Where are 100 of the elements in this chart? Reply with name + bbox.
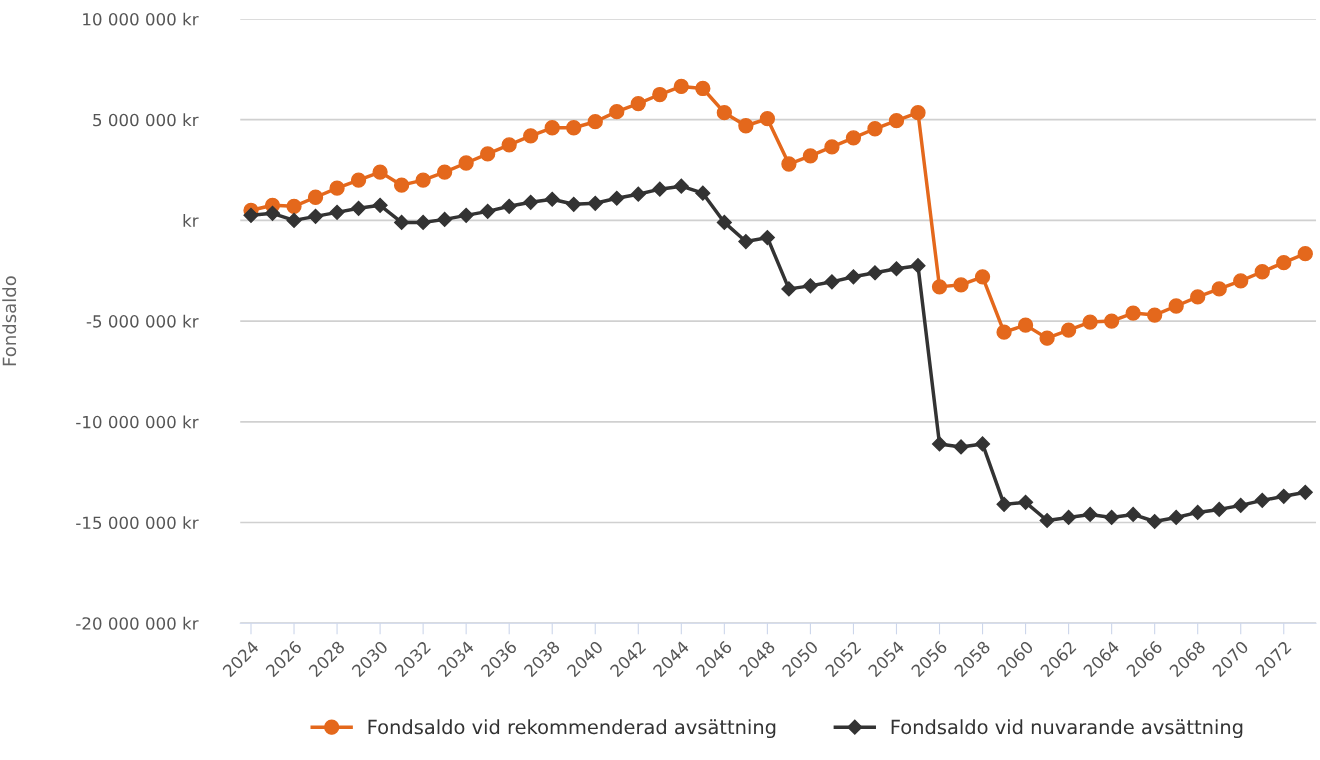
- point: [759, 111, 776, 127]
- y-tick-label: kr: [183, 214, 199, 227]
- y-tick-label: 5 000 000 kr: [93, 113, 199, 127]
- point: [652, 86, 668, 103]
- y-tick-label: -5 000 000 kr: [86, 314, 199, 328]
- point: [630, 186, 646, 202]
- point: [1254, 264, 1270, 280]
- point: [1039, 330, 1055, 346]
- point: [566, 120, 582, 136]
- point: [1125, 305, 1141, 321]
- point: [695, 80, 711, 97]
- y-tick-label: -20 000 000 kr: [76, 616, 199, 630]
- point: [1103, 313, 1120, 329]
- point: [738, 233, 754, 250]
- point: [501, 198, 517, 214]
- point: [1039, 512, 1055, 529]
- point: [286, 212, 302, 228]
- point: [609, 104, 625, 120]
- point: [437, 211, 453, 227]
- point: [1297, 484, 1313, 500]
- point: [845, 130, 862, 146]
- y-tick-label: -10 000 000 kr: [76, 415, 199, 429]
- point: [888, 261, 905, 277]
- point: [781, 281, 797, 297]
- point: [264, 205, 281, 221]
- point: [630, 95, 646, 112]
- point: [480, 146, 496, 162]
- point: [953, 439, 969, 455]
- point: [393, 177, 410, 193]
- point: [544, 120, 560, 136]
- point: [1297, 245, 1313, 262]
- point: [372, 164, 388, 180]
- point: [1125, 506, 1141, 523]
- point: [350, 172, 367, 188]
- point: [523, 128, 539, 144]
- point: [1168, 509, 1184, 526]
- point: [759, 229, 775, 246]
- point: [738, 118, 754, 134]
- point: [415, 172, 431, 188]
- point: [1061, 509, 1077, 526]
- point: [1017, 317, 1034, 333]
- point: [824, 274, 840, 290]
- point: [974, 436, 991, 452]
- point: [1104, 509, 1120, 526]
- point: [566, 196, 582, 212]
- point: [824, 139, 840, 155]
- point: [458, 207, 474, 223]
- point: [845, 269, 862, 285]
- point: [781, 156, 797, 172]
- point: [996, 324, 1012, 340]
- point: [1168, 298, 1184, 314]
- point: [1018, 494, 1034, 510]
- point: [1060, 322, 1077, 338]
- legend-label: Fondsaldo vid rekommenderad avsättning: [368, 719, 776, 739]
- point: [910, 105, 926, 121]
- point: [910, 258, 926, 274]
- point: [673, 78, 689, 95]
- point: [501, 137, 517, 153]
- point: [372, 197, 388, 213]
- point: [544, 191, 560, 207]
- point: [996, 496, 1012, 512]
- point: [931, 279, 948, 295]
- point: [243, 207, 259, 223]
- point: [1233, 273, 1249, 289]
- y-tick-label: 10 000 000 kr: [83, 12, 199, 26]
- point: [716, 105, 732, 121]
- point: [974, 269, 991, 285]
- point: [1190, 289, 1206, 305]
- point: [286, 198, 302, 214]
- point: [1276, 488, 1292, 504]
- point: [695, 185, 711, 201]
- point: [1211, 281, 1227, 297]
- point: [307, 208, 324, 224]
- point: [458, 155, 474, 171]
- point: [329, 180, 345, 196]
- point: [1147, 307, 1163, 323]
- point: [480, 203, 496, 219]
- point: [953, 277, 969, 293]
- point: [609, 190, 625, 206]
- point: [329, 204, 345, 220]
- point: [1276, 255, 1292, 271]
- y-tick-label: -15 000 000 kr: [76, 516, 199, 530]
- point: [867, 265, 883, 281]
- point: [523, 194, 539, 210]
- point: [1082, 506, 1098, 523]
- point: [307, 189, 324, 205]
- point: [1233, 497, 1249, 513]
- point: [1211, 501, 1227, 517]
- point: [867, 121, 883, 137]
- point: [415, 214, 431, 230]
- point: [802, 278, 818, 294]
- point: [716, 214, 732, 230]
- point: [802, 148, 819, 164]
- point: [673, 178, 689, 194]
- point: [587, 114, 603, 130]
- point: [1082, 314, 1098, 330]
- point: [888, 113, 905, 129]
- point: [931, 436, 948, 452]
- point: [587, 195, 603, 211]
- point: [437, 164, 453, 180]
